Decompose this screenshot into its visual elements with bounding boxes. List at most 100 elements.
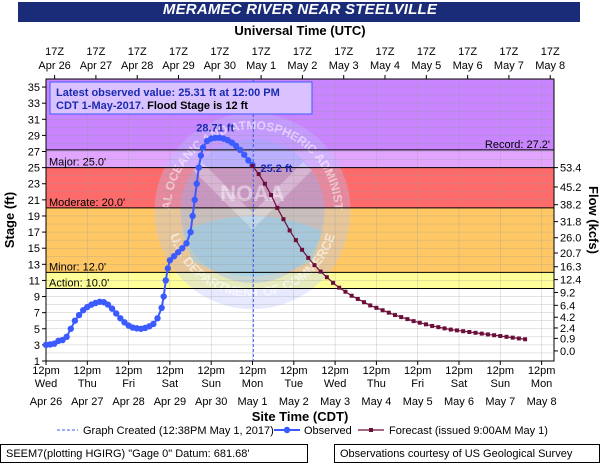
x-tick-time-bottom: 12pm — [197, 365, 225, 377]
y-tick-label-left: 33 — [28, 98, 40, 110]
y-tick-label-left: 5 — [34, 324, 40, 336]
forecast-point — [405, 317, 410, 322]
x-tick-time-bottom: 12pm — [156, 365, 184, 377]
observed-point — [193, 180, 200, 187]
x-tick-time-top: 17Z — [376, 46, 395, 58]
observed-point — [166, 257, 174, 264]
forecast-point — [293, 238, 298, 243]
y-tick-label-right: 0.9 — [560, 333, 575, 345]
legend-forecast-marker — [369, 428, 373, 432]
observed-point — [154, 315, 161, 322]
x-tick-date-top: May 8 — [535, 60, 565, 72]
x-tick-date-top: Apr 30 — [204, 60, 236, 72]
x-tick-day-bottom: Fri — [122, 378, 135, 390]
y-tick-label-right: 0.0 — [560, 346, 575, 358]
x-tick-time-top: 17Z — [86, 46, 105, 58]
x-tick-day-bottom: Sun — [201, 378, 221, 390]
x-tick-time-bottom: 12pm — [32, 365, 60, 377]
forecast-point — [312, 263, 317, 268]
x-tick-time-bottom: 12pm — [404, 365, 432, 377]
x-tick-time-bottom: 12pm — [528, 365, 556, 377]
forecast-point — [337, 285, 342, 290]
observed-point — [158, 304, 165, 312]
y-tick-label-left: 1 — [34, 356, 40, 368]
x-tick-time-bottom: 12pm — [280, 365, 308, 377]
latest-observed-box — [49, 81, 313, 115]
legend-forecast-label: Forecast (issued 9:00AM May 1) — [389, 425, 548, 437]
band-moderate — [46, 167, 554, 208]
y-tick-label-right: 2.4 — [560, 323, 575, 335]
x-tick-date-bottom: Apr 29 — [154, 396, 186, 408]
x-tick-day-bottom: Sun — [491, 378, 511, 390]
x-tick-time-top: 17Z — [128, 46, 147, 58]
y-tick-label-right: 26.0 — [560, 233, 581, 245]
forecast-point — [485, 332, 490, 337]
x-tick-day-bottom: Wed — [35, 378, 57, 390]
forecast-point — [436, 325, 441, 330]
x-tick-time-top: 17Z — [45, 46, 64, 58]
forecast-point — [473, 330, 478, 335]
forecast-point — [362, 300, 367, 305]
forecast-point — [324, 275, 329, 280]
observed-point — [241, 151, 248, 158]
x-tick-day-bottom: Thu — [367, 378, 386, 390]
y-tick-label-right: 12.4 — [560, 275, 581, 287]
observed-point — [170, 253, 178, 260]
observed-point — [117, 315, 124, 322]
peak-annotation: 25.2 ft — [261, 163, 293, 175]
y-tick-label-right: 4.2 — [560, 312, 575, 324]
y-tick-label-left: 7 — [34, 308, 40, 320]
observed-point — [179, 245, 186, 252]
forecast-point — [262, 181, 267, 186]
y-tick-label-right: 20.7 — [560, 248, 581, 260]
x-tick-date-bottom: May 3 — [320, 396, 350, 408]
flood-label-major: Major: 25.0' — [49, 157, 106, 169]
x-tick-date-top: Apr 27 — [80, 60, 112, 72]
x-tick-date-bottom: May 1 — [238, 396, 268, 408]
x-tick-time-top: 17Z — [541, 46, 560, 58]
x-tick-time-top: 17Z — [210, 46, 229, 58]
observed-point — [164, 265, 172, 272]
forecast-point — [380, 308, 385, 313]
forecast-point — [275, 205, 280, 210]
right-axis-title: Flow (kcfs) — [586, 186, 600, 254]
forecast-point — [392, 313, 397, 318]
forecast-point — [454, 328, 459, 333]
y-tick-label-left: 3 — [34, 340, 40, 352]
x-tick-day-bottom: Wed — [324, 378, 346, 390]
forecast-point — [516, 336, 521, 341]
observed-point — [191, 196, 198, 204]
y-tick-label-left: 23 — [28, 179, 40, 191]
x-tick-date-top: May 1 — [246, 60, 276, 72]
y-tick-label-left: 19 — [28, 211, 40, 223]
x-tick-time-top: 17Z — [499, 46, 518, 58]
x-tick-date-bottom: Apr 26 — [30, 396, 62, 408]
y-tick-label-left: 25 — [28, 163, 40, 175]
latest-observed-line2: CDT 1-May-2017. Flood Stage is 12 ft — [56, 100, 248, 112]
forecast-point — [269, 193, 274, 198]
x-tick-date-bottom: May 5 — [403, 396, 433, 408]
forecast-point — [281, 217, 286, 222]
observed-point — [236, 146, 244, 154]
y-tick-label-right: 16.3 — [560, 262, 581, 274]
x-tick-time-top: 17Z — [293, 46, 312, 58]
title-bar — [18, 2, 580, 22]
forecast-point — [448, 327, 453, 332]
x-tick-time-bottom: 12pm — [363, 365, 391, 377]
forecast-point — [287, 228, 292, 233]
x-tick-date-top: May 2 — [287, 60, 317, 72]
x-tick-date-top: May 7 — [494, 60, 524, 72]
y-tick-label-left: 27 — [28, 147, 40, 159]
forecast-point — [523, 337, 528, 342]
x-tick-date-top: May 5 — [411, 60, 441, 72]
y-tick-label-right: 45.2 — [560, 182, 581, 194]
chart-title: MERAMEC RIVER NEAR STEELVILLE — [162, 1, 438, 18]
flood-label-minor: Minor: 12.0' — [49, 261, 106, 273]
observed-point — [113, 310, 120, 317]
x-tick-date-top: May 6 — [453, 60, 483, 72]
plot-border — [45, 78, 555, 362]
y-tick-label-left: 21 — [28, 195, 40, 207]
x-tick-time-bottom: 12pm — [487, 365, 515, 377]
forecast-point — [467, 329, 472, 334]
forecast-point — [417, 320, 422, 325]
